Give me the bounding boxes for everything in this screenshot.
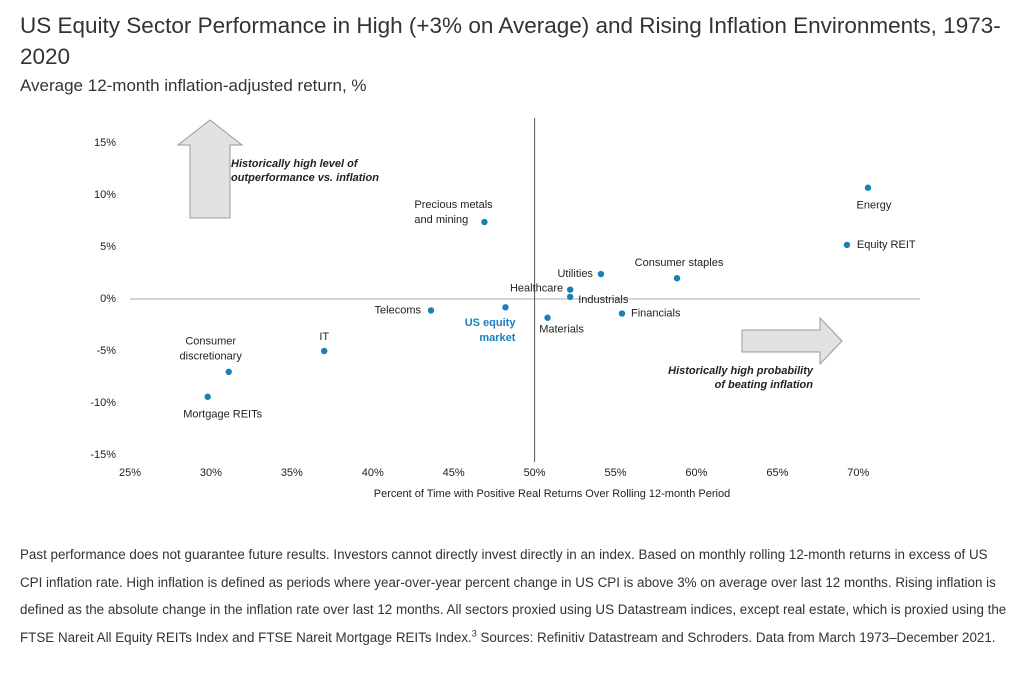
x-axis-label: Percent of Time with Positive Real Retur…	[374, 488, 730, 500]
y-tick-label: -15%	[90, 449, 116, 461]
data-point	[502, 304, 509, 311]
point-label: Telecoms	[375, 304, 422, 316]
chart-title: US Equity Sector Performance in High (+3…	[20, 13, 1001, 69]
point-label: IT	[319, 331, 329, 343]
point-label: market	[479, 332, 515, 344]
footnote-text: Past performance does not guarantee futu…	[20, 547, 1007, 645]
point-label: US equity	[465, 317, 517, 329]
x-tick-label: 60%	[685, 467, 707, 479]
point-label: Equity REIT	[857, 239, 916, 251]
data-point	[204, 393, 211, 400]
up-arrow	[176, 119, 244, 219]
point-label: Financials	[631, 307, 681, 319]
y-tick-label: -10%	[90, 397, 116, 409]
data-point	[321, 347, 328, 355]
point-label: Consumer staples	[635, 257, 724, 269]
point-label: Healthcare	[510, 283, 563, 295]
y-tick-label: 15%	[94, 137, 116, 149]
annotation: outperformance vs. inflation	[231, 172, 379, 184]
y-tick-label: -5%	[96, 345, 116, 357]
point-label: and mining	[414, 214, 468, 226]
x-tick-label: 65%	[766, 467, 788, 479]
data-point	[843, 241, 851, 249]
point-label: discretionary	[180, 351, 243, 363]
annotation: of beating inflation	[715, 379, 814, 391]
chart-subtitle: Average 12-month inflation-adjusted retu…	[20, 76, 367, 95]
y-tick-label: 0%	[100, 293, 116, 305]
data-point	[618, 310, 626, 317]
x-tick-label: 55%	[604, 467, 626, 479]
data-point	[481, 218, 488, 226]
chart: 15% 10% 5% 0% -5% -10% -15%25% 30% 35% 40% 45% 50% 5…	[90, 118, 920, 500]
x-tick-label: 30%	[200, 467, 222, 479]
footnote-sources: Sources: Refinitiv Datastream and Schrod…	[476, 629, 996, 645]
point-label: Energy	[857, 200, 892, 212]
x-tick-label: 40%	[362, 467, 384, 479]
data-point	[225, 368, 232, 375]
data-point	[566, 293, 574, 301]
data-point	[864, 184, 872, 191]
data-point	[566, 286, 574, 293]
data-point	[597, 270, 605, 278]
data-point	[673, 275, 681, 282]
x-tick-label: 45%	[443, 467, 465, 479]
right-arrow	[741, 316, 843, 366]
point-label: Industrials	[578, 294, 629, 306]
point-label: Precious metals	[414, 199, 493, 211]
footnote-ref: 3	[471, 628, 477, 639]
y-tick-label: 5%	[100, 241, 116, 253]
point-label: Materials	[539, 324, 584, 336]
footnote: Past performance does not guarantee futu…	[20, 541, 1010, 651]
annotation: Historically high level of	[231, 158, 359, 170]
data-point	[544, 314, 551, 321]
x-tick-label: 25%	[119, 467, 141, 479]
data-point	[427, 307, 435, 314]
x-tick-label: 70%	[847, 467, 869, 479]
x-tick-label: 35%	[281, 467, 303, 479]
point-label: Utilities	[557, 268, 593, 280]
point-label: Consumer	[185, 336, 236, 348]
x-tick-label: 50%	[524, 467, 546, 479]
y-tick-label: 10%	[94, 189, 116, 201]
annotation: Historically high probability	[668, 365, 814, 377]
point-label: Mortgage REITs	[183, 409, 262, 421]
